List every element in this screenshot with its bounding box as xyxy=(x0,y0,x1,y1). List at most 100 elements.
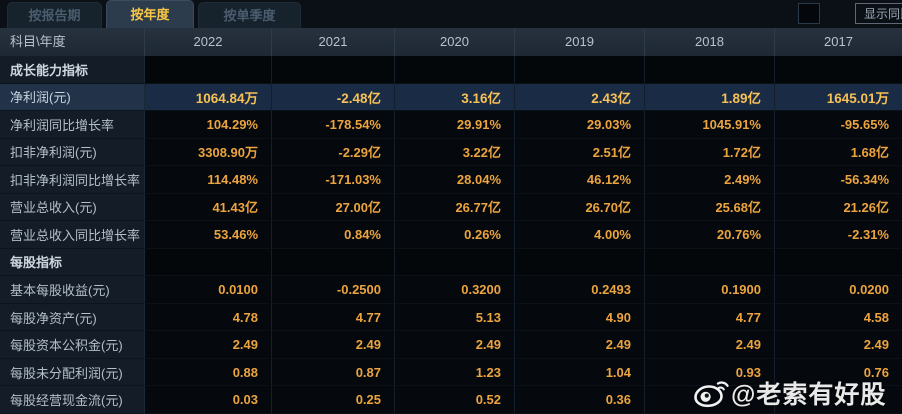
value-cell: 2.49 xyxy=(395,331,515,359)
value-cell: 0.26% xyxy=(395,221,515,249)
value-cell: 0.1900 xyxy=(645,276,775,304)
value-cell: 2.49 xyxy=(272,331,395,359)
value-cell: 0.0200 xyxy=(775,276,902,304)
value-cell: 20.76% xyxy=(645,221,775,249)
tab-by-year[interactable]: 按年度 xyxy=(106,0,194,28)
show-yoy-toggle[interactable]: 显示同比 xyxy=(855,3,902,24)
value-cell: 1.04 xyxy=(515,358,645,387)
row-label: 净利润同比增长率 xyxy=(0,111,145,139)
row-label: 营业总收入(元) xyxy=(0,193,145,222)
value-cell: 41.43亿 xyxy=(145,193,272,222)
row-label: 每股经营现金流(元) xyxy=(0,386,145,414)
value-cell xyxy=(395,248,515,277)
value-cell: 4.77 xyxy=(272,303,395,332)
value-cell: 4.77 xyxy=(645,303,775,332)
value-cell: 3.22亿 xyxy=(395,138,515,167)
column-header-2018: 2018 xyxy=(645,28,775,56)
value-cell: 0.84% xyxy=(272,221,395,249)
value-cell xyxy=(775,386,902,414)
value-cell: 104.29% xyxy=(145,111,272,139)
value-cell xyxy=(272,248,395,277)
value-cell xyxy=(145,56,272,84)
value-cell: 1.72亿 xyxy=(645,138,775,167)
table-row[interactable]: 营业总收入(元) 41.43亿 27.00亿 26.77亿 26.70亿 25.68亿 21… xyxy=(0,193,902,222)
value-cell: 28.04% xyxy=(395,166,515,194)
tab-by-report-period[interactable]: 按报告期 xyxy=(7,2,102,28)
value-cell: -2.48亿 xyxy=(272,83,395,112)
value-cell xyxy=(515,248,645,277)
value-cell: 29.91% xyxy=(395,111,515,139)
value-cell: 4.00% xyxy=(515,221,645,249)
value-cell: 26.77亿 xyxy=(395,193,515,222)
tab-by-quarter[interactable]: 按单季度 xyxy=(198,2,301,28)
table-row[interactable]: 每股经营现金流(元) 0.03 0.25 0.52 0.36 xyxy=(0,386,902,414)
value-cell: 0.2493 xyxy=(515,276,645,304)
column-header-2022: 2022 xyxy=(145,28,272,56)
value-cell: 0.88 xyxy=(145,358,272,387)
value-cell: -56.34% xyxy=(775,166,902,194)
value-cell: 0.36 xyxy=(515,386,645,414)
value-cell: 1.89亿 xyxy=(645,83,775,112)
value-cell: 5.13 xyxy=(395,303,515,332)
value-cell: 53.46% xyxy=(145,221,272,249)
value-cell: 1045.91% xyxy=(645,111,775,139)
table-row[interactable]: 扣非净利润同比增长率 114.48% -171.03% 28.04% 46.12% 2.4… xyxy=(0,166,902,194)
table-row[interactable]: 净利润(元) 1064.84万 -2.48亿 3.16亿 2.43亿 1.89亿 1645.… xyxy=(0,83,902,112)
value-cell: 3308.90万 xyxy=(145,138,272,167)
value-cell: 3.16亿 xyxy=(395,83,515,112)
value-cell: 2.49 xyxy=(645,331,775,359)
value-cell xyxy=(775,248,902,277)
value-cell: 4.78 xyxy=(145,303,272,332)
table-body: 成长能力指标 净利润(元) 1064.84万 -2.48亿 3.16亿 2.43亿 1.89… xyxy=(0,56,902,414)
row-label: 成长能力指标 xyxy=(0,56,145,84)
value-cell: -2.31% xyxy=(775,221,902,249)
value-cell: 46.12% xyxy=(515,166,645,194)
table-row[interactable]: 营业总收入同比增长率 53.46% 0.84% 0.26% 4.00% 20.76% -2.… xyxy=(0,221,902,249)
value-cell xyxy=(395,56,515,84)
table-row[interactable]: 每股净资产(元) 4.78 4.77 5.13 4.90 4.77 4.58 xyxy=(0,303,902,332)
table-row[interactable]: 每股未分配利润(元) 0.88 0.87 1.23 1.04 0.93 0.76 xyxy=(0,358,902,387)
value-cell: 0.3200 xyxy=(395,276,515,304)
table-header-row: 科目\年度 2022 2021 2020 2019 2018 2017 xyxy=(0,28,902,56)
table-row[interactable]: 每股资本公积金(元) 2.49 2.49 2.49 2.49 2.49 2.49 xyxy=(0,331,902,359)
section-row: 每股指标 xyxy=(0,248,902,277)
period-tab-bar: 按报告期 按年度 按单季度 显示同比 xyxy=(0,0,902,28)
value-cell: 0.76 xyxy=(775,358,902,387)
row-label: 每股净资产(元) xyxy=(0,303,145,332)
value-cell: 0.93 xyxy=(645,358,775,387)
value-cell: -171.03% xyxy=(272,166,395,194)
value-cell: 2.51亿 xyxy=(515,138,645,167)
row-label: 每股指标 xyxy=(0,248,145,277)
row-label: 扣非净利润同比增长率 xyxy=(0,166,145,194)
row-label: 每股未分配利润(元) xyxy=(0,358,145,387)
value-cell: 0.52 xyxy=(395,386,515,414)
show-yoy-checkbox[interactable] xyxy=(798,3,820,24)
value-cell xyxy=(145,248,272,277)
value-cell: 4.90 xyxy=(515,303,645,332)
table-row[interactable]: 净利润同比增长率 104.29% -178.54% 29.91% 29.03% 1045.… xyxy=(0,111,902,139)
value-cell: 26.70亿 xyxy=(515,193,645,222)
table-row[interactable]: 基本每股收益(元) 0.0100 -0.2500 0.3200 0.2493 0.1900… xyxy=(0,276,902,304)
value-cell: 2.43亿 xyxy=(515,83,645,112)
value-cell: 4.58 xyxy=(775,303,902,332)
column-header-2020: 2020 xyxy=(395,28,515,56)
value-cell: 114.48% xyxy=(145,166,272,194)
value-cell: 21.26亿 xyxy=(775,193,902,222)
row-label: 扣非净利润(元) xyxy=(0,138,145,167)
value-cell: 0.03 xyxy=(145,386,272,414)
value-cell xyxy=(645,386,775,414)
metrics-table: 科目\年度 2022 2021 2020 2019 2018 2017 成长能力指标 净利润(… xyxy=(0,28,902,414)
value-cell: 1.68亿 xyxy=(775,138,902,167)
value-cell: -95.65% xyxy=(775,111,902,139)
table-row[interactable]: 扣非净利润(元) 3308.90万 -2.29亿 3.22亿 2.51亿 1.72亿 1.6… xyxy=(0,138,902,167)
value-cell: 2.49 xyxy=(145,331,272,359)
value-cell: 0.25 xyxy=(272,386,395,414)
column-header-2019: 2019 xyxy=(515,28,645,56)
section-row: 成长能力指标 xyxy=(0,56,902,84)
value-cell: 27.00亿 xyxy=(272,193,395,222)
value-cell xyxy=(515,56,645,84)
value-cell xyxy=(775,56,902,84)
value-cell: -0.2500 xyxy=(272,276,395,304)
corner-header-label: 科目\年度 xyxy=(0,28,145,56)
